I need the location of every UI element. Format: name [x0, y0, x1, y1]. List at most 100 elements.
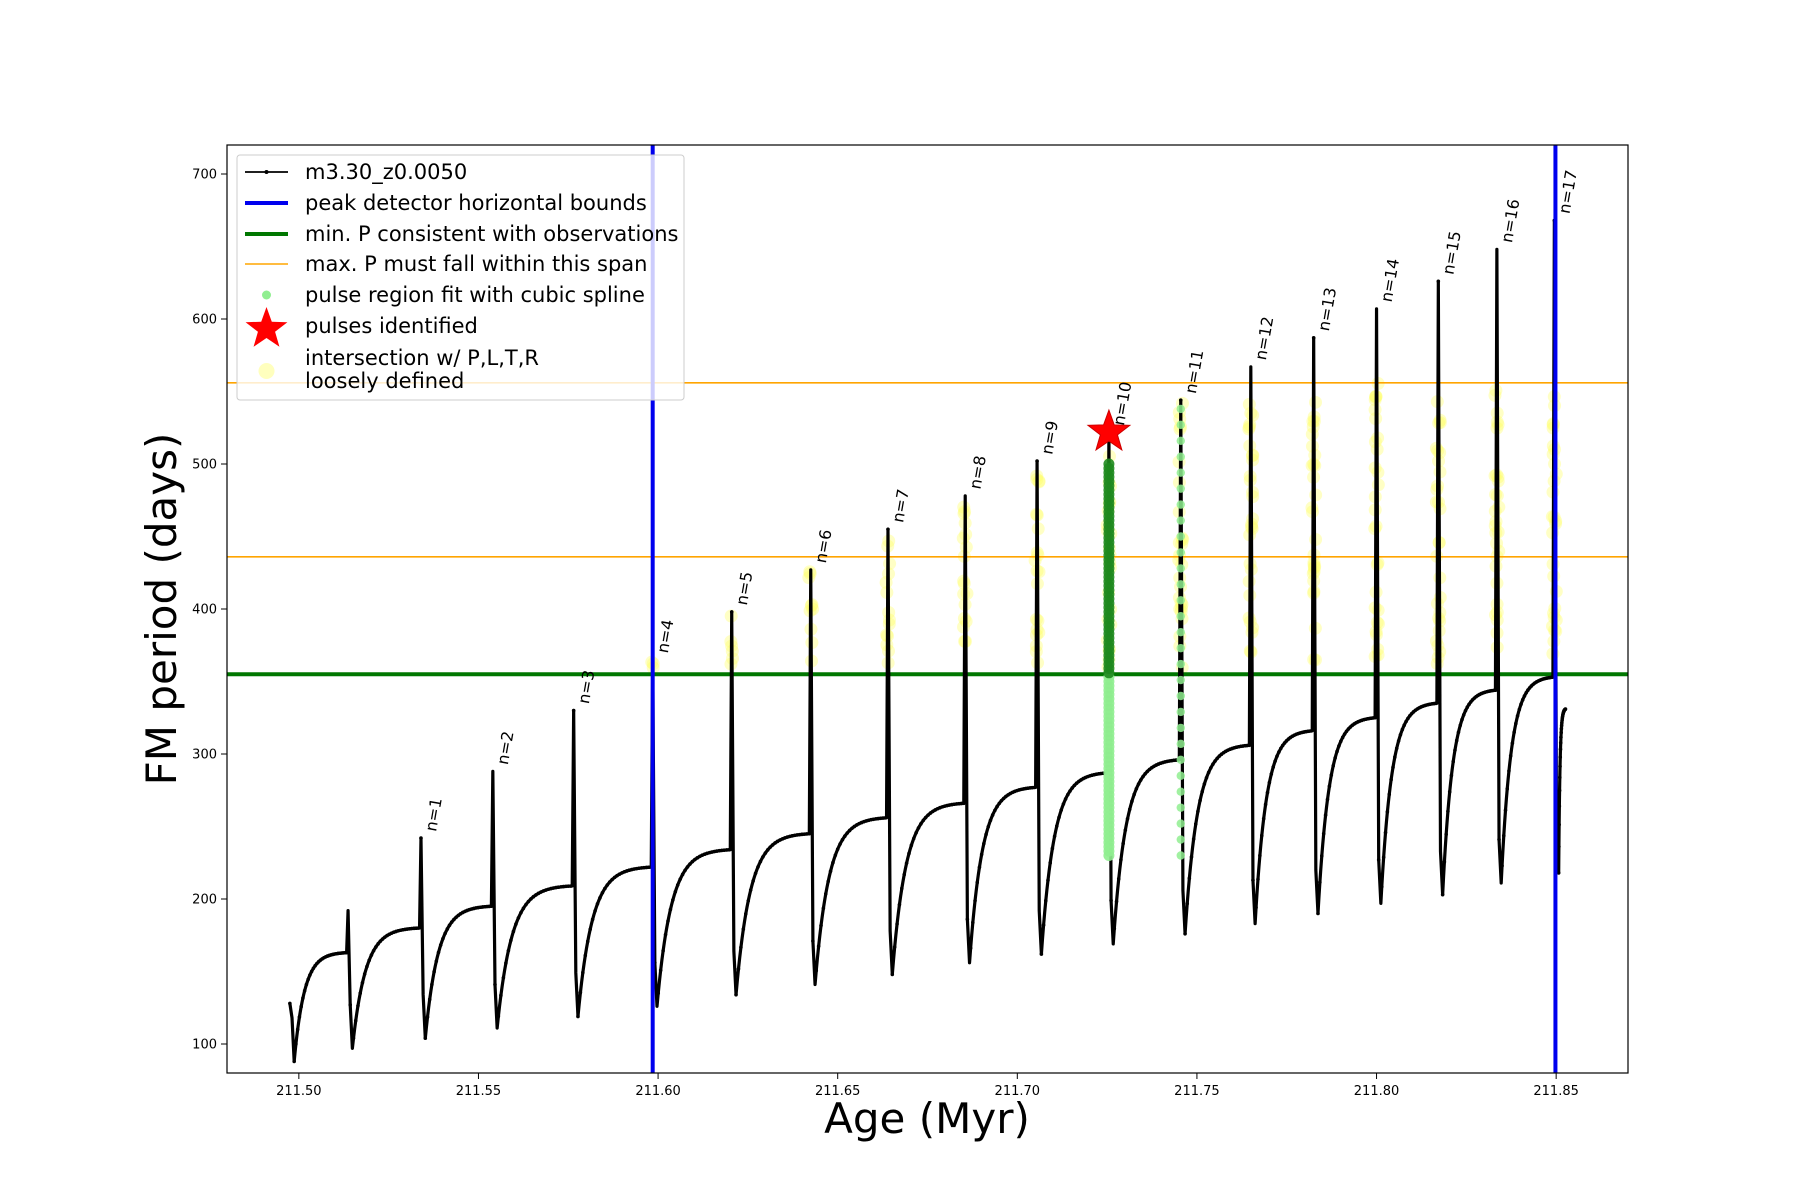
series-point [423, 1036, 428, 1040]
series-point [1202, 782, 1207, 786]
series-point [678, 877, 683, 881]
series-point [585, 939, 590, 944]
series-point [292, 1059, 296, 1064]
series-point [304, 982, 309, 987]
series-point [1309, 729, 1314, 733]
series-point [1458, 723, 1463, 728]
series-point [770, 843, 775, 847]
series-point [1121, 841, 1125, 846]
series-point [1052, 834, 1057, 839]
series-point [1206, 770, 1211, 775]
series-point [1550, 675, 1554, 680]
series-point [765, 848, 770, 852]
series-point [1342, 732, 1347, 736]
series-point [1391, 765, 1395, 770]
spline-marker [1176, 803, 1185, 812]
series-point [1404, 719, 1408, 724]
series-point [988, 818, 993, 823]
x-tick-label: 211.70 [995, 1084, 1041, 1099]
series-point [831, 860, 835, 865]
series-point [1505, 787, 1510, 791]
series-point [1558, 740, 1563, 745]
series-point [1041, 923, 1046, 927]
x-tick-label: 211.55 [456, 1084, 502, 1099]
series-point [1333, 756, 1337, 760]
series-point [1398, 732, 1403, 737]
series-point [571, 708, 576, 713]
x-axis-ticks: 211.50 211.55 211.60 211.65 211.70 211.75 211.… [276, 1073, 1579, 1099]
series-point [299, 1004, 303, 1009]
series-point [997, 801, 1002, 806]
series-point [1050, 846, 1055, 851]
series-point [673, 889, 678, 894]
spline-marker [1176, 755, 1185, 764]
series-point [1054, 824, 1059, 828]
series-point [904, 861, 909, 865]
intersection-marker [1032, 475, 1046, 489]
series-point [1046, 878, 1050, 882]
series-point [892, 945, 897, 949]
series-point [353, 1018, 358, 1023]
series-point [1057, 815, 1061, 820]
series-point [1269, 772, 1274, 776]
y-axis-title: FM period (days) [137, 433, 186, 786]
series-point [499, 993, 503, 998]
series-point [1123, 828, 1128, 832]
series-point [1396, 739, 1401, 743]
series-point [1247, 743, 1252, 748]
series-point [1512, 730, 1516, 735]
series-point [1514, 721, 1518, 726]
series-point [807, 831, 812, 836]
series-point [909, 843, 914, 848]
y-tick-label: 700 [192, 168, 217, 183]
spline-marker [1176, 532, 1185, 541]
series-point [753, 871, 758, 876]
series-point [923, 815, 928, 820]
series-point [1451, 759, 1455, 764]
y-tick-label: 600 [192, 313, 217, 328]
series-point [819, 923, 823, 928]
series-point [1493, 688, 1498, 692]
spline-marker [1176, 612, 1185, 621]
series-point [1331, 764, 1336, 768]
series-point [1183, 932, 1187, 936]
series-point [1447, 790, 1452, 794]
series-point [1406, 716, 1410, 721]
series-point [1319, 854, 1324, 858]
series-point [526, 899, 531, 904]
y-tick-label: 500 [192, 458, 217, 473]
series-point [1035, 459, 1039, 463]
spline-marker [1176, 659, 1185, 669]
series-point [1193, 822, 1198, 826]
series-point [1275, 754, 1279, 758]
series-point [1507, 769, 1511, 773]
series-point [445, 927, 450, 931]
spline-marker [1176, 452, 1185, 461]
spline-marker [1176, 596, 1185, 605]
series-point [493, 982, 497, 987]
series-point [1311, 336, 1316, 340]
series-point [1063, 797, 1068, 801]
series-point [1141, 774, 1145, 779]
spline-marker [1176, 643, 1185, 653]
series-point [1134, 786, 1139, 791]
series-point [427, 997, 432, 1002]
period-curve [288, 218, 1568, 1064]
series-point [739, 945, 743, 950]
series-point [1559, 723, 1564, 728]
series-point [581, 970, 585, 975]
series-point [975, 880, 980, 885]
series-point [607, 880, 612, 884]
series-point [1559, 730, 1563, 735]
series-point [1277, 750, 1281, 754]
series-point [1400, 727, 1405, 732]
series-point [1254, 905, 1258, 910]
series-point [297, 1015, 302, 1019]
series-point [886, 527, 890, 532]
series-point [1456, 730, 1461, 735]
spline-marker [1103, 458, 1115, 470]
series-point [748, 888, 753, 892]
series-point [1265, 790, 1270, 795]
x-tick-label: 211.60 [635, 1084, 681, 1099]
series-point [1258, 853, 1262, 858]
